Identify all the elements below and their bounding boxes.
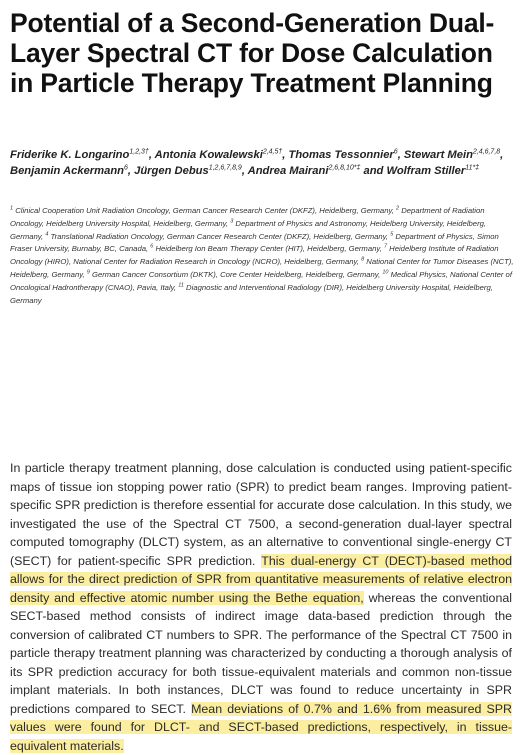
author-separator: ,: [148, 149, 155, 161]
author-name: Benjamin Ackermann: [10, 164, 124, 177]
author-affiliation-marker: 2,4,6,7,8: [472, 148, 501, 156]
author-name: Andrea Mairani: [247, 164, 329, 177]
abstract-text: In particle therapy treatment planning, …: [10, 461, 512, 568]
affiliation-number: 1: [10, 205, 14, 212]
author-name: Jürgen Debus: [134, 164, 209, 177]
author-separator: ,: [127, 164, 135, 177]
paper-page: Potential of a Second-Generation Dual-La…: [10, 8, 515, 753]
author-separator: ,: [282, 149, 289, 161]
author-affiliation-marker: 1,2,6,7,8,9: [208, 163, 242, 171]
author-affiliation-marker: 2,4,5†: [262, 148, 283, 156]
affiliation-text: Department of Radiation Oncology, Heidel…: [10, 206, 485, 228]
affiliation-number: 7: [383, 243, 387, 250]
affiliation-text: National Center for Tumor Diseases (NCT)…: [10, 257, 514, 279]
author-name: Antonia Kowalewski: [154, 149, 263, 161]
author-separator: ,: [397, 149, 404, 161]
affiliation-text: Heidelberg Institute of Radiation Oncolo…: [10, 244, 499, 267]
author-separator: ,: [241, 164, 248, 177]
affiliation-text: Diagnostic and Interventional Radiology …: [10, 282, 493, 305]
affiliation-number: 5: [390, 231, 394, 238]
affiliation-number: 8: [361, 256, 365, 263]
author-name: Wolfram Stiller: [386, 164, 466, 177]
affiliation-text: Heidelberg Ion Beam Therapy Center (HIT)…: [153, 244, 384, 254]
affiliation-number: 4: [45, 231, 49, 238]
affiliation-text: Clinical Cooperation Unit Radiation Onco…: [13, 206, 397, 215]
affiliation-text: German Cancer Consortium (DKTK), Core Ce…: [89, 269, 383, 279]
affiliation-number: 11: [178, 282, 184, 289]
affiliation-text: Translational Radiation Oncology, German…: [48, 231, 391, 241]
affiliation-text: Department of Physics, Simon Fraser Univ…: [10, 231, 499, 254]
paper-title: Potential of a Second-Generation Dual-La…: [10, 8, 495, 98]
affiliation-list: 1 Clinical Cooperation Unit Radiation On…: [10, 205, 515, 307]
author-affiliation-marker: 1,2,3†: [129, 148, 149, 156]
author-affiliation-marker: 6: [123, 163, 128, 171]
author-list: Friderike K. Longarino1,2,3†, Antonia Ko…: [10, 148, 515, 179]
affiliation-number: 2: [396, 205, 400, 212]
author-separator: and: [360, 164, 387, 177]
abstract: In particle therapy treatment planning, …: [10, 459, 512, 755]
author-separator: ,: [500, 149, 504, 161]
affiliation-text: Department of Physics and Astronomy, Hei…: [10, 218, 487, 241]
author-name: Friderike K. Longarino: [10, 149, 130, 161]
author-affiliation-marker: 11*‡: [465, 163, 480, 171]
affiliation-number: 10: [382, 269, 389, 276]
author-name: Stewart Mein: [403, 149, 473, 161]
affiliation-number: 9: [86, 269, 90, 276]
abstract-text: whereas the conventional SECT-based meth…: [10, 590, 512, 716]
affiliation-number: 6: [150, 243, 154, 250]
author-affiliation-marker: 6: [393, 148, 398, 156]
affiliation-number: 3: [230, 218, 234, 225]
author-affiliation-marker: 2,6,8,10*‡: [328, 163, 361, 171]
author-name: Thomas Tessonnier: [288, 149, 394, 161]
affiliation-text: Medical Physics, National Center of Onco…: [10, 269, 512, 292]
